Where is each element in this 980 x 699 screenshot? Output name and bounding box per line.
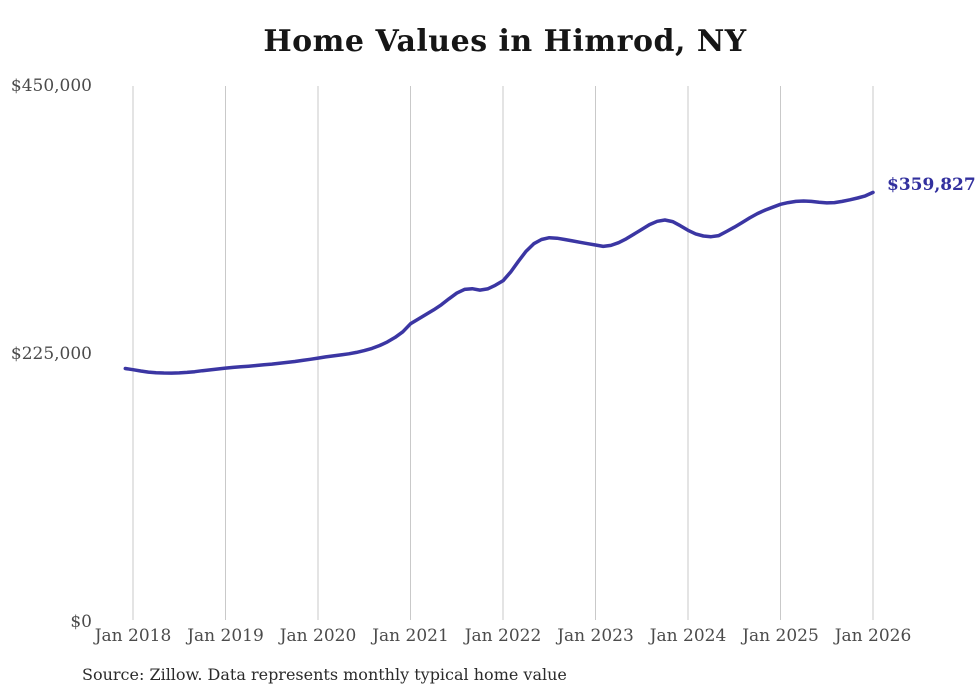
chart-title: Home Values in Himrod, NY xyxy=(263,24,747,59)
x-axis-tick-label: Jan 2025 xyxy=(740,626,819,646)
x-axis-tick-label: Jan 2023 xyxy=(555,626,634,646)
x-axis-tick-label: Jan 2018 xyxy=(93,626,172,646)
x-axis-tick-label: Jan 2021 xyxy=(370,626,449,646)
x-axis-tick-label: Jan 2019 xyxy=(185,626,264,646)
x-axis-tick-label: Jan 2020 xyxy=(278,626,357,646)
latest-value-label: $359,827 xyxy=(887,175,976,195)
home-value-line xyxy=(123,190,875,375)
x-axis-tick-label: Jan 2022 xyxy=(463,626,542,646)
y-axis-tick-label: $450,000 xyxy=(11,76,92,96)
x-axis-tick-label: Jan 2026 xyxy=(833,626,912,646)
y-axis-tick-label: $0 xyxy=(70,612,92,632)
x-axis-tick-label: Jan 2024 xyxy=(648,626,727,646)
source-note: Source: Zillow. Data represents monthly … xyxy=(82,665,567,684)
y-axis-tick-label: $225,000 xyxy=(11,344,92,364)
